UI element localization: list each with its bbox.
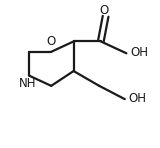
Text: O: O bbox=[47, 35, 56, 48]
Text: O: O bbox=[99, 4, 108, 17]
Text: NH: NH bbox=[19, 77, 37, 90]
Text: OH: OH bbox=[129, 92, 147, 105]
Text: OH: OH bbox=[130, 46, 148, 59]
